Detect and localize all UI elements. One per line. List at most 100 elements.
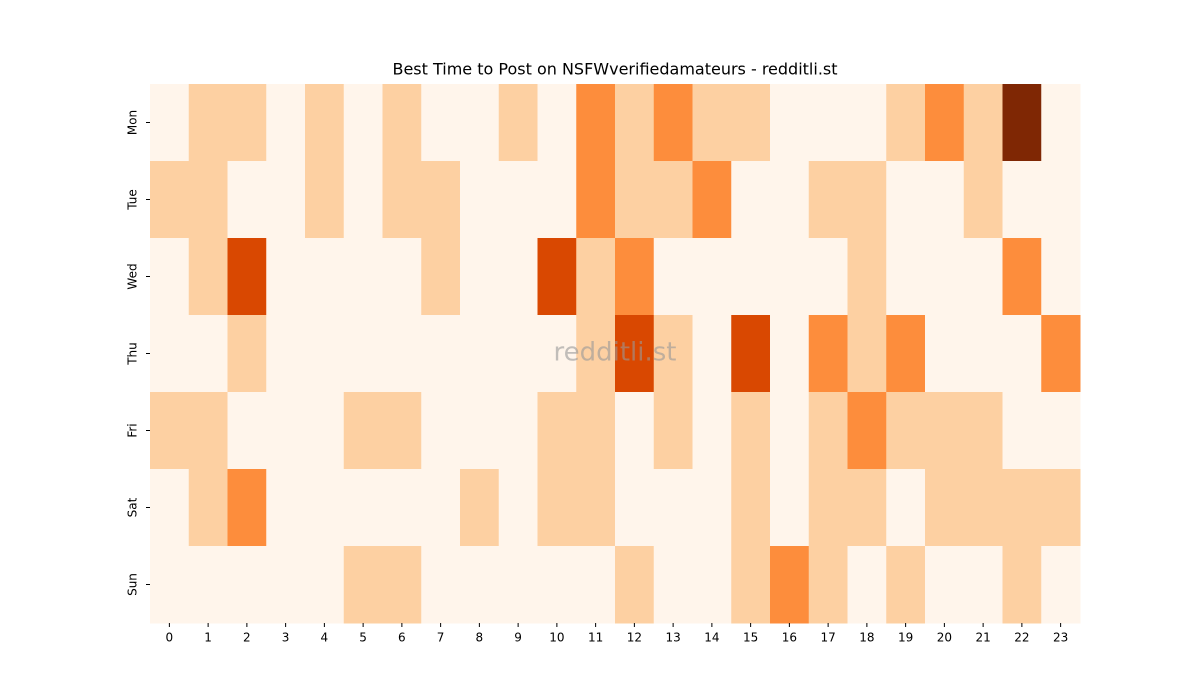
heatmap-cell [227, 315, 267, 393]
heatmap-cell [692, 84, 732, 162]
heatmap-cell [653, 469, 693, 547]
heatmap-cell [382, 161, 422, 239]
heatmap-cell [266, 161, 306, 239]
heatmap-cell [731, 546, 771, 624]
heatmap-cell [731, 315, 771, 393]
heatmap-cell [460, 84, 500, 162]
heatmap-cell [731, 238, 771, 316]
heatmap-cell [1002, 238, 1042, 316]
heatmap-cell [343, 161, 383, 239]
heatmap-cell [421, 84, 461, 162]
heatmap-cell [1041, 546, 1081, 624]
heatmap-cell [886, 546, 926, 624]
heatmap-cell [925, 546, 965, 624]
heatmap-cell [925, 161, 965, 239]
heatmap-cell [886, 84, 926, 162]
heatmap-cell [305, 546, 345, 624]
heatmap-cell [382, 84, 422, 162]
heatmap-cell [653, 315, 693, 393]
heatmap-cell [188, 469, 228, 547]
heatmap-cell [498, 238, 538, 316]
heatmap-cell [305, 238, 345, 316]
heatmap-cell [770, 315, 810, 393]
x-tick-label: 18 [859, 631, 874, 645]
heatmap-cell [266, 84, 306, 162]
heatmap-cell [227, 469, 267, 547]
y-tick-label: Thu [126, 342, 140, 366]
heatmap-cell [886, 161, 926, 239]
heatmap-cell [188, 392, 228, 470]
heatmap-cell [692, 546, 732, 624]
x-tick-label: 10 [549, 631, 564, 645]
heatmap-cell [1041, 161, 1081, 239]
heatmap-cell [692, 315, 732, 393]
x-tick-label: 8 [476, 631, 484, 645]
heatmap-cell [615, 469, 655, 547]
heatmap-cell [615, 238, 655, 316]
heatmap-cell [615, 315, 655, 393]
chart-title: Best Time to Post on NSFWverifiedamateur… [392, 60, 837, 79]
x-tick-label: 7 [437, 631, 445, 645]
heatmap-cell [963, 161, 1003, 239]
heatmap-cell [150, 238, 190, 316]
x-tick-label: 15 [743, 631, 758, 645]
x-tick-label: 13 [665, 631, 680, 645]
heatmap-cell [537, 546, 577, 624]
heatmap-cell [692, 238, 732, 316]
heatmap-cell [770, 546, 810, 624]
heatmap-cell [808, 161, 848, 239]
x-tick-label: 4 [321, 631, 329, 645]
heatmap-cell [537, 84, 577, 162]
heatmap-cell [576, 161, 616, 239]
heatmap-cell [615, 392, 655, 470]
heatmap-cell [963, 84, 1003, 162]
x-tick-label: 5 [359, 631, 367, 645]
heatmap-cell [305, 392, 345, 470]
x-tick-label: 20 [937, 631, 952, 645]
heatmap-cell [188, 315, 228, 393]
heatmap-cell [808, 469, 848, 547]
heatmap-cell [847, 161, 887, 239]
heatmap-cell [188, 238, 228, 316]
heatmap-cell [343, 238, 383, 316]
heatmap-cell [460, 546, 500, 624]
heatmap-cell [382, 546, 422, 624]
heatmap-cell [1041, 84, 1081, 162]
heatmap-cell [808, 84, 848, 162]
heatmap-cell [770, 238, 810, 316]
heatmap-cell [808, 238, 848, 316]
heatmap-cell [925, 315, 965, 393]
heatmap-cell [1041, 469, 1081, 547]
heatmap-cell [421, 546, 461, 624]
x-tick-label: 11 [588, 631, 603, 645]
x-tick-label: 2 [243, 631, 251, 645]
heatmap-cell [460, 392, 500, 470]
heatmap-cell [537, 315, 577, 393]
heatmap-cell [576, 315, 616, 393]
heatmap-cell [692, 392, 732, 470]
heatmap-cell [227, 238, 267, 316]
heatmap-cell [498, 546, 538, 624]
heatmap-cell [227, 161, 267, 239]
heatmap-cell [925, 84, 965, 162]
heatmap-cell [1002, 392, 1042, 470]
heatmap-cell [266, 469, 306, 547]
x-tick-label: 17 [820, 631, 835, 645]
heatmap-cell [653, 546, 693, 624]
heatmap-cell [653, 392, 693, 470]
x-tick-label: 23 [1053, 631, 1068, 645]
heatmap-cell [305, 469, 345, 547]
heatmap-cell [150, 392, 190, 470]
x-tick-label: 21 [975, 631, 990, 645]
heatmap-cell [382, 238, 422, 316]
heatmap-cell [653, 84, 693, 162]
heatmap-cell [421, 238, 461, 316]
heatmap-cell [653, 161, 693, 239]
heatmap-cell [343, 315, 383, 393]
heatmap-cell [421, 315, 461, 393]
heatmap-cell [266, 315, 306, 393]
heatmap-cell [1002, 84, 1042, 162]
heatmap-cell [188, 161, 228, 239]
heatmap-cell [188, 84, 228, 162]
